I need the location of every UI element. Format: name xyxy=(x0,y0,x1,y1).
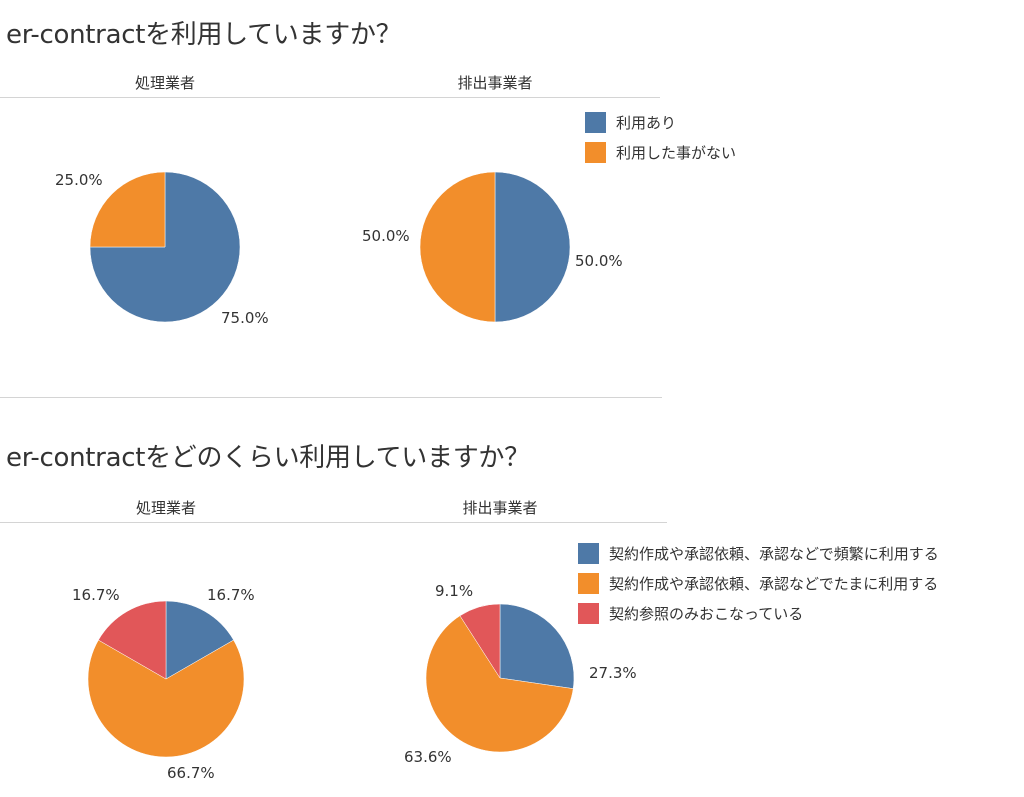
pie-slice[interactable] xyxy=(98,600,167,680)
pie-slice[interactable] xyxy=(87,639,245,758)
legend-swatch xyxy=(578,602,599,624)
legend-swatch xyxy=(585,111,606,133)
section-1-column-header-discharger: 排出事業者 xyxy=(457,74,533,92)
legend-swatch xyxy=(578,572,599,594)
section-2-title: er-contractをどのくらい利用していますか？ xyxy=(6,443,530,473)
section-1-title: er-contractを利用していますか？ xyxy=(6,20,402,50)
pie-label: 16.7% xyxy=(72,586,120,604)
section-2-header-divider xyxy=(0,522,667,523)
section-2-column-header-processor: 処理業者 xyxy=(135,499,196,517)
pie-slice[interactable] xyxy=(499,603,575,689)
pie-slice[interactable] xyxy=(419,171,496,323)
legend-item-never-used[interactable]: 利用した事がない xyxy=(585,137,736,167)
pie-label: 66.7% xyxy=(167,764,215,782)
pie-slice[interactable] xyxy=(89,171,241,323)
pie-label: 75.0% xyxy=(221,309,269,327)
legend-swatch xyxy=(578,542,599,564)
section-1-column-header-processor: 処理業者 xyxy=(134,74,195,92)
pie-label: 25.0% xyxy=(55,171,103,189)
section-1-header-divider xyxy=(0,97,660,98)
legend-item-reference-only[interactable]: 契約参照のみおこなっている xyxy=(578,598,939,628)
pie-slice[interactable] xyxy=(165,600,234,680)
legend-label: 契約参照のみおこなっている xyxy=(609,604,804,623)
legend-label: 利用あり xyxy=(616,113,677,132)
pie-label: 50.0% xyxy=(362,227,410,245)
pie-slice[interactable] xyxy=(89,171,166,248)
section-1-legend: 利用あり 利用した事がない xyxy=(585,107,736,167)
legend-swatch xyxy=(585,141,606,163)
legend-label: 契約作成や承認依頼、承認などでたまに利用する xyxy=(609,574,939,593)
section-2-column-header-discharger: 排出事業者 xyxy=(462,499,538,517)
pie-label: 63.6% xyxy=(404,748,452,766)
legend-label: 利用した事がない xyxy=(616,143,737,162)
pie-label: 9.1% xyxy=(435,582,474,600)
legend-item-frequent[interactable]: 契約作成や承認依頼、承認などで頻繁に利用する xyxy=(578,538,939,568)
pie-label: 16.7% xyxy=(207,586,255,604)
legend-item-occasional[interactable]: 契約作成や承認依頼、承認などでたまに利用する xyxy=(578,568,939,598)
pie-label: 27.3% xyxy=(589,664,637,682)
pie-slice[interactable] xyxy=(425,615,574,753)
pie-slice[interactable] xyxy=(494,171,571,323)
legend-label: 契約作成や承認依頼、承認などで頻繁に利用する xyxy=(609,544,939,563)
section-divider xyxy=(0,397,662,398)
section-2-legend: 契約作成や承認依頼、承認などで頻繁に利用する 契約作成や承認依頼、承認などでたま… xyxy=(578,538,939,628)
pie-slice[interactable] xyxy=(459,603,501,679)
legend-item-used[interactable]: 利用あり xyxy=(585,107,736,137)
pie-label: 50.0% xyxy=(575,252,623,270)
